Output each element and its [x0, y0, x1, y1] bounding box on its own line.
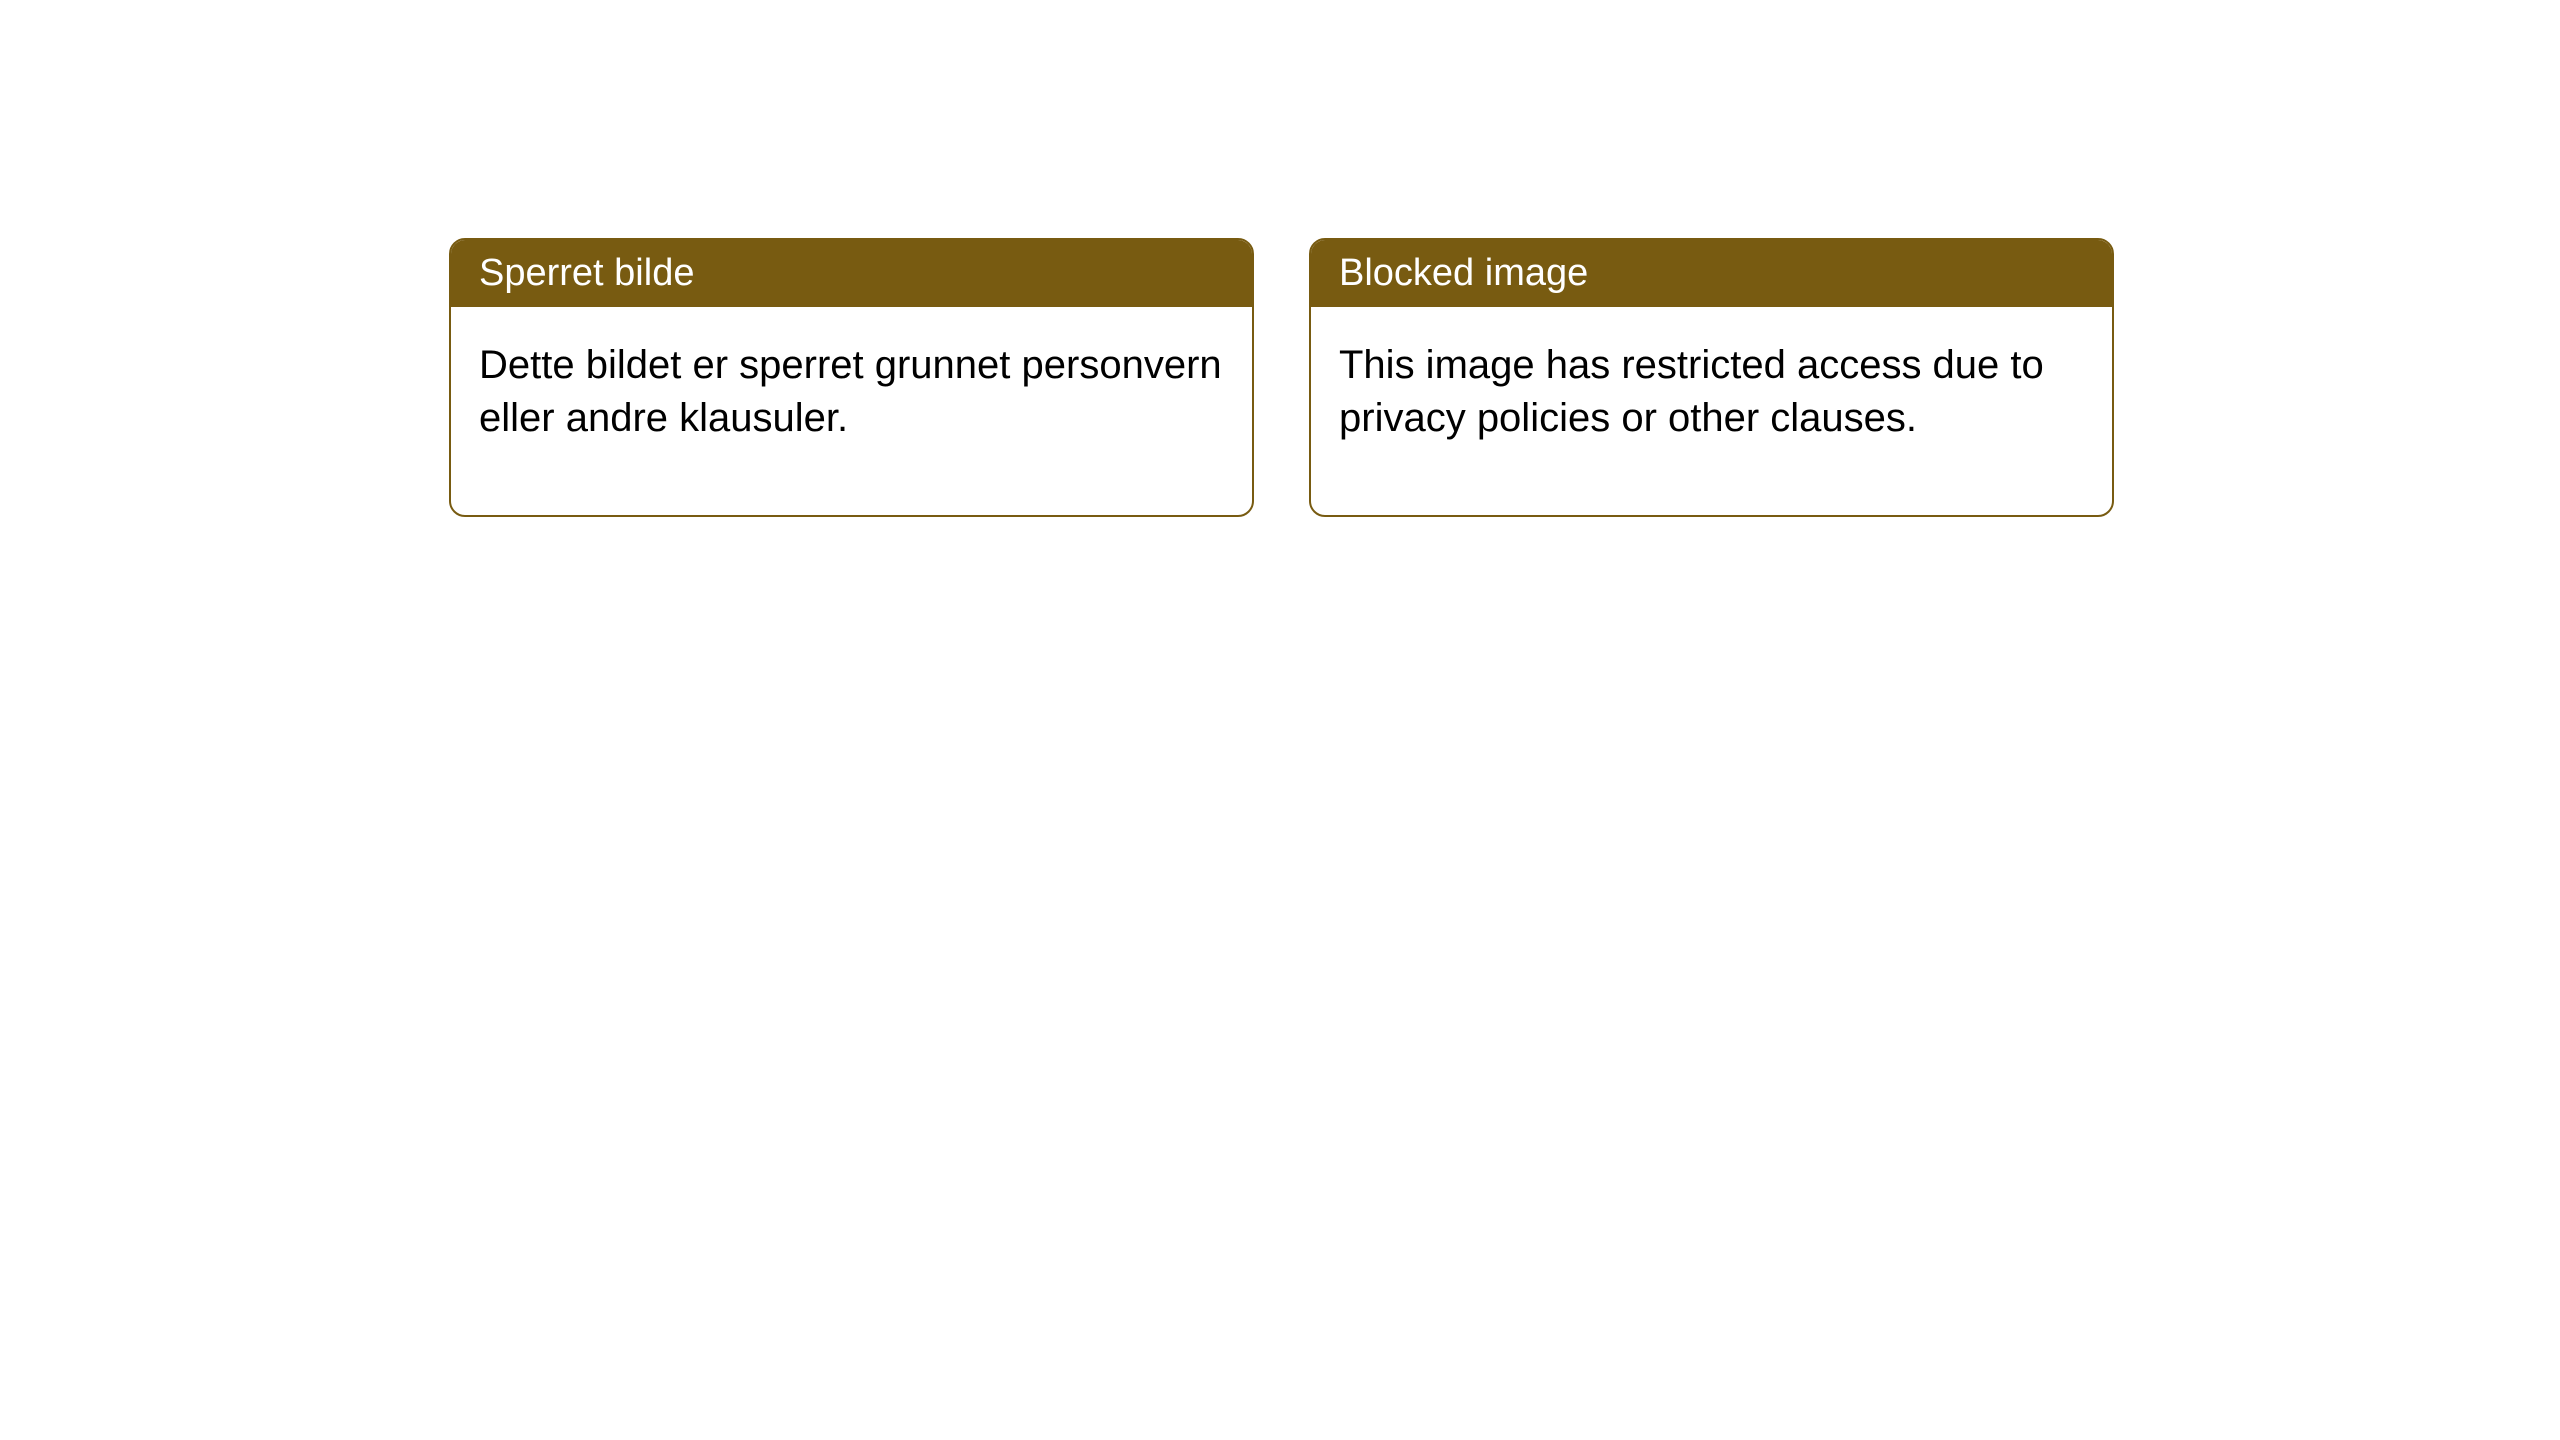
notice-card-english: Blocked image This image has restricted … [1309, 238, 2114, 517]
notice-body: This image has restricted access due to … [1311, 307, 2112, 515]
notice-card-row: Sperret bilde Dette bildet er sperret gr… [449, 238, 2114, 517]
notice-header: Blocked image [1311, 240, 2112, 307]
notice-body: Dette bildet er sperret grunnet personve… [451, 307, 1252, 515]
notice-body-text: Dette bildet er sperret grunnet personve… [479, 343, 1222, 440]
notice-title: Sperret bilde [479, 252, 694, 294]
notice-title: Blocked image [1339, 252, 1588, 294]
notice-card-norwegian: Sperret bilde Dette bildet er sperret gr… [449, 238, 1254, 517]
notice-body-text: This image has restricted access due to … [1339, 343, 2044, 440]
notice-header: Sperret bilde [451, 240, 1252, 307]
